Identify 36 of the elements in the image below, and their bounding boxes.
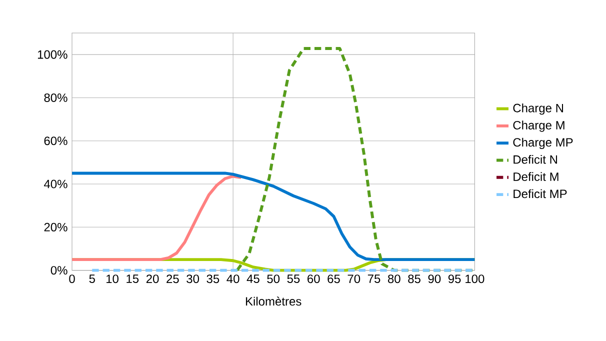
y-tick-label: 20%: [44, 222, 68, 232]
x-tick-label: 95: [448, 274, 461, 284]
legend-label: Charge N: [513, 104, 564, 115]
x-tick-label: 60: [308, 274, 320, 284]
legend-label: Charge MP: [513, 138, 573, 150]
x-axis-title: Kilomètres: [246, 296, 302, 306]
x-tick-label: 65: [328, 274, 340, 284]
x-tick-label: 50: [267, 274, 280, 284]
legend-label: Deficit MP: [514, 189, 567, 198]
line-series: [70, 174, 243, 261]
y-tick-label: 100%: [38, 50, 68, 59]
y-tick-label: 0%: [50, 266, 68, 275]
y-tick-label: 80%: [44, 93, 68, 102]
x-tick-label: 90: [428, 274, 441, 284]
x-tick-label: 30: [186, 274, 200, 284]
legend-label: Deficit M: [514, 172, 558, 181]
y-tick-label: 60%: [44, 136, 68, 146]
x-tick-label: 55: [287, 274, 300, 283]
x-tick-label: 20: [146, 274, 159, 284]
x-tick-label: 0: [69, 274, 75, 284]
y-tick-label: 40%: [44, 180, 68, 188]
x-tick-label: 25: [166, 274, 179, 284]
x-tick-label: 45: [246, 274, 260, 283]
x-tick-label: 70: [348, 274, 360, 284]
legend-label: Deficit N: [514, 154, 557, 164]
x-tick-label: 100: [466, 274, 484, 284]
x-tick-label: 5: [89, 274, 95, 283]
x-tick-label: 10: [106, 274, 118, 284]
x-tick-label: 85: [408, 274, 420, 284]
legend-label: Charge M: [513, 120, 564, 132]
x-tick-label: 75: [368, 274, 380, 283]
line-series: [70, 172, 476, 261]
x-tick-label: 40: [226, 274, 240, 284]
x-tick-label: 80: [388, 274, 400, 284]
x-tick-label: 15: [126, 274, 139, 283]
x-tick-label: 35: [206, 274, 220, 284]
